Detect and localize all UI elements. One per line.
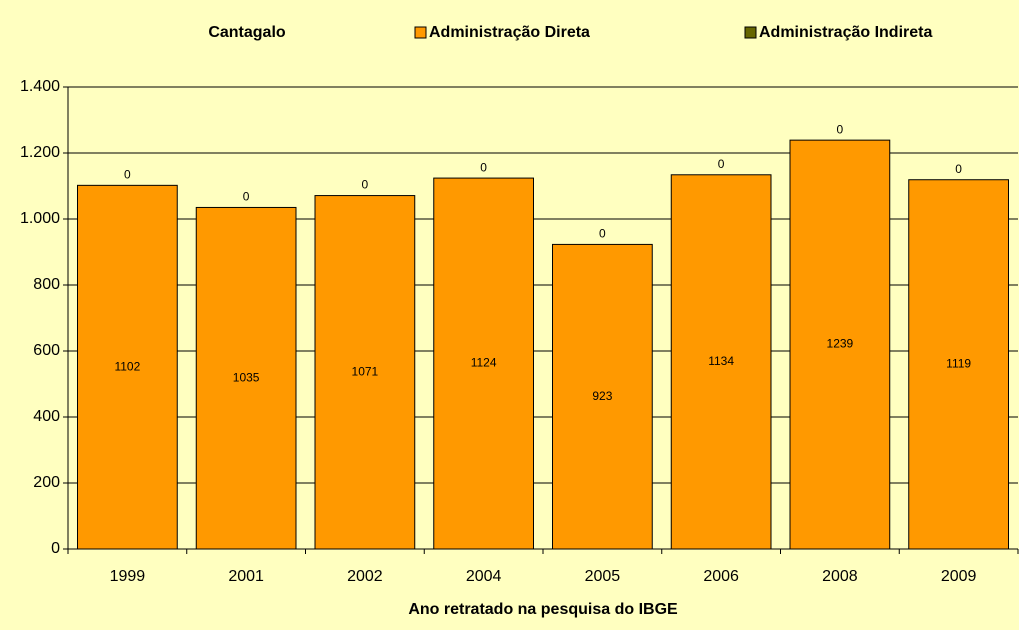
value-label: 1119 (946, 357, 971, 371)
value-label: 1124 (471, 356, 497, 370)
x-tick-label: 2004 (466, 568, 502, 585)
bar-segment (195, 206, 297, 550)
y-tick-label: 400 (33, 408, 60, 425)
legend-swatch (414, 26, 427, 39)
x-tick-label: 2008 (822, 568, 858, 585)
x-axis-label: Ano retratado na pesquisa do IBGE (408, 601, 678, 618)
x-tick-label: 2002 (347, 568, 383, 585)
x-tick-label: 2005 (585, 568, 621, 585)
legend-label: Administração Direta (429, 24, 590, 41)
x-tick-label: 1999 (110, 568, 146, 585)
x-tick-label: 2009 (941, 568, 977, 585)
y-tick-label: 0 (51, 540, 60, 557)
x-tick-label: 2001 (228, 568, 264, 585)
value-label: 0 (243, 190, 250, 204)
chart-title: Cantagalo (208, 24, 286, 41)
value-label: 1134 (708, 354, 734, 368)
value-label: 0 (362, 178, 369, 192)
bar-segment (314, 195, 416, 550)
value-label: 1035 (233, 370, 260, 384)
value-label: 1102 (114, 359, 140, 373)
value-label: 1071 (352, 364, 379, 378)
y-tick-label: 600 (33, 342, 60, 359)
value-label: 0 (718, 157, 725, 171)
y-tick-label: 800 (33, 276, 60, 293)
bar-segment (670, 174, 772, 550)
y-tick-label: 1.200 (20, 144, 60, 161)
value-label: 923 (592, 389, 612, 403)
y-tick-label: 1.000 (20, 210, 60, 227)
bar-segment (77, 184, 178, 550)
y-tick-label: 200 (33, 474, 60, 491)
value-label: 0 (837, 122, 844, 136)
bar-segment (552, 243, 653, 550)
y-tick-label: 1.400 (20, 78, 60, 95)
value-label: 0 (955, 162, 962, 176)
legend-swatch (744, 26, 757, 39)
value-label: 0 (599, 227, 606, 241)
bar-segment (908, 179, 1009, 550)
value-label: 0 (480, 160, 487, 174)
bar-segment (433, 177, 534, 550)
x-tick-label: 2006 (703, 568, 739, 585)
value-label: 0 (124, 168, 131, 182)
value-label: 1239 (827, 337, 854, 351)
bar-segment (789, 139, 891, 550)
legend-label: Administração Indireta (759, 24, 932, 41)
